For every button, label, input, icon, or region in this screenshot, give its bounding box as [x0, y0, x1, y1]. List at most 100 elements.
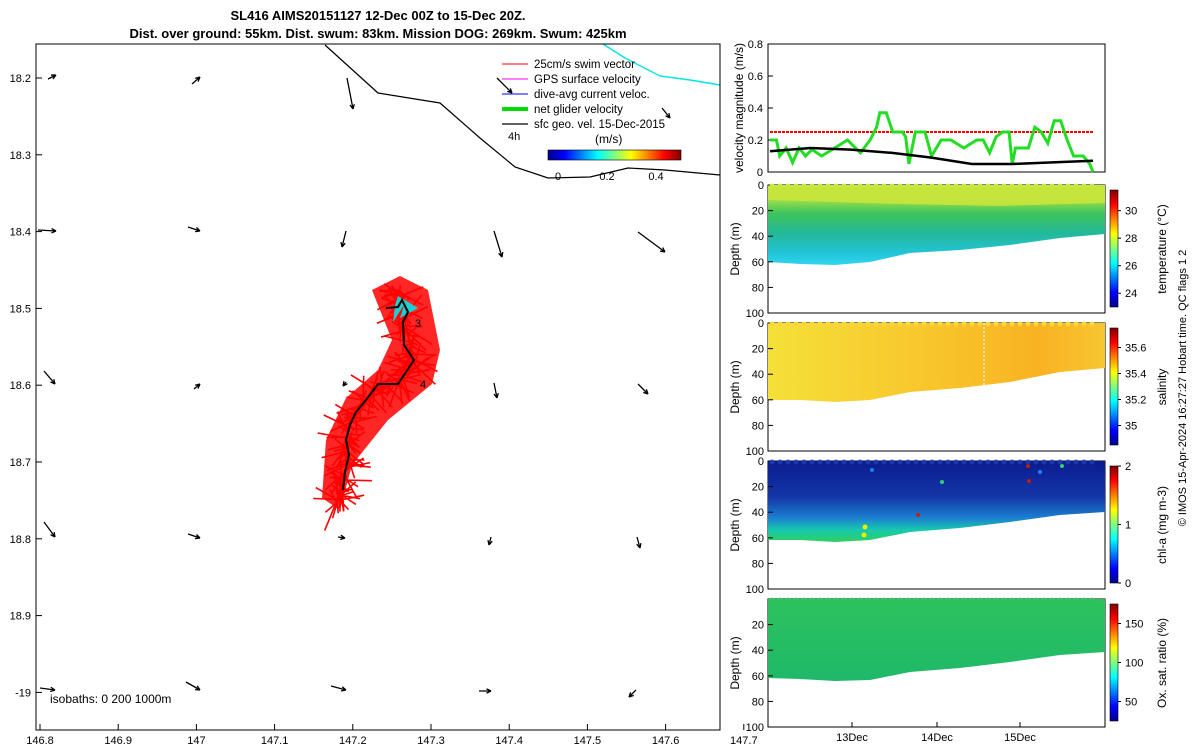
time-tick-label: 14Dec: [921, 732, 953, 744]
surface-sample-dot: [873, 459, 879, 465]
surface-sample-dot: [769, 183, 775, 189]
surface-sample-dot: [1073, 597, 1079, 603]
isobaths-label: isobaths: 0 200 1000m: [50, 692, 171, 706]
surface-sample-dot: [977, 459, 983, 465]
surface-sample-dot: [953, 183, 959, 189]
surface-sample-dot: [801, 459, 807, 465]
geostrophic-arrow: [496, 77, 513, 94]
surface-sample-dot: [929, 459, 935, 465]
legend-item-gps: GPS surface velocity: [534, 74, 641, 86]
surface-sample-dot: [777, 321, 783, 327]
chla-hotspots: [861, 464, 1064, 538]
surface-sample-dot: [913, 459, 919, 465]
depth-y-tick-label: 60: [752, 671, 764, 683]
surface-sample-dot: [793, 597, 799, 603]
surface-sample-dot: [985, 459, 991, 465]
surface-sample-dot: [921, 183, 927, 189]
geostrophic-arrows: [37, 74, 671, 698]
surface-sample-dot: [865, 597, 871, 603]
surface-sample-dot: [1009, 597, 1015, 603]
velocity-y-tick-label: 0: [757, 167, 763, 179]
surface-sample-dot: [881, 459, 887, 465]
depth-y-tick-label: 0: [758, 180, 764, 192]
surface-sample-dot: [961, 597, 967, 603]
colorbar-tick-label: 35: [1125, 421, 1137, 433]
geostrophic-arrow: [493, 382, 499, 399]
surface-sample-dot: [1009, 459, 1015, 465]
map-x-tick-label: 147.3: [417, 735, 445, 747]
time-tick-label: 13Dec: [836, 732, 868, 744]
legend-item-net: net glider velocity: [534, 104, 623, 116]
oxygen-colorbar: [1109, 603, 1119, 722]
surface-sample-dot: [945, 459, 951, 465]
surface-sample-dot: [1033, 183, 1039, 189]
colorbar-label: Ox. sat. ratio (%): [1155, 618, 1169, 708]
surface-sample-dot: [881, 321, 887, 327]
surface-sample-dot: [897, 321, 903, 327]
surface-sample-dot: [985, 321, 991, 327]
surface-sample-dot: [1041, 459, 1047, 465]
depth-ylabel: Depth (m): [728, 360, 742, 413]
colorbar-tick-label: 28: [1125, 233, 1137, 245]
colorbar-tick-label: 30: [1125, 206, 1137, 218]
geostrophic-arrow: [193, 383, 201, 390]
isobath-contour: [324, 44, 721, 179]
geostrophic-arrow: [185, 681, 201, 691]
depth-y-tick-label: 100: [746, 446, 764, 458]
surface-sample-dot: [905, 459, 911, 465]
colorbar-tick-label: 100: [1125, 658, 1143, 670]
surface-sample-dot: [1081, 459, 1087, 465]
colorbar-tick-label: 1: [1125, 520, 1131, 532]
surface-sample-dot: [1081, 321, 1087, 327]
surface-sample-dot: [977, 597, 983, 603]
temperature-colorbar: [1109, 189, 1119, 308]
surface-sample-dot: [873, 183, 879, 189]
surface-sample-dot: [1089, 597, 1095, 603]
geostrophic-arrow: [47, 74, 57, 80]
surface-sample-dot: [913, 321, 919, 327]
surface-sample-dot: [817, 321, 823, 327]
surface-sample-dot: [929, 321, 935, 327]
surface-sample-dot: [1073, 459, 1079, 465]
surface-sample-dot: [937, 321, 943, 327]
surface-sample-dot: [833, 597, 839, 603]
depth-y-tick-label: 60: [752, 257, 764, 269]
surface-sample-dot: [849, 459, 855, 465]
surface-sample-dot: [985, 597, 991, 603]
surface-sample-dot: [961, 183, 967, 189]
geostrophic-arrow: [187, 533, 201, 540]
depth-panels: [767, 184, 1119, 728]
surface-sample-dot: [785, 459, 791, 465]
geostrophic-arrow: [493, 230, 504, 258]
surface-sample-dot: [833, 459, 839, 465]
surface-sample-dot: [969, 597, 975, 603]
colorbar-label: temperature (°C): [1155, 204, 1169, 294]
geostrophic-arrow: [187, 226, 201, 233]
geostrophic-arrow: [637, 383, 649, 395]
surface-sample-dot: [969, 321, 975, 327]
map-y-tick-label: 18.9: [10, 611, 31, 623]
surface-sample-dot: [817, 459, 823, 465]
geostrophic-arrow: [340, 230, 347, 248]
velocity-y-tick-label: 0.8: [748, 39, 763, 51]
side-caption: © IMOS 15-Apr-2024 16:27:27 Hobart time.…: [1177, 250, 1189, 527]
surface-sample-dot: [1033, 597, 1039, 603]
surface-sample-dot: [889, 597, 895, 603]
surface-sample-dot: [825, 597, 831, 603]
map-y-tick-label: 18.2: [10, 73, 31, 85]
surface-sample-dot: [857, 597, 863, 603]
depth-y-tick-label: 0: [758, 318, 764, 330]
geostrophic-arrow: [43, 521, 56, 538]
surface-sample-dot: [937, 459, 943, 465]
surface-sample-dot: [881, 183, 887, 189]
velocity-series-geo: [769, 146, 1094, 166]
velocity-y-ticks: 0 0.2 0.4 0.6 0.8: [748, 39, 773, 179]
surface-sample-dot: [1089, 459, 1095, 465]
map-y-tick-label: 18.7: [10, 457, 31, 469]
surface-sample-dot: [1049, 183, 1055, 189]
map-y-tick-label: 18.5: [10, 303, 31, 315]
surface-sample-dot: [1001, 183, 1007, 189]
surface-sample-dot: [841, 459, 847, 465]
surface-sample-dot: [1089, 321, 1095, 327]
surface-sample-dot: [777, 183, 783, 189]
